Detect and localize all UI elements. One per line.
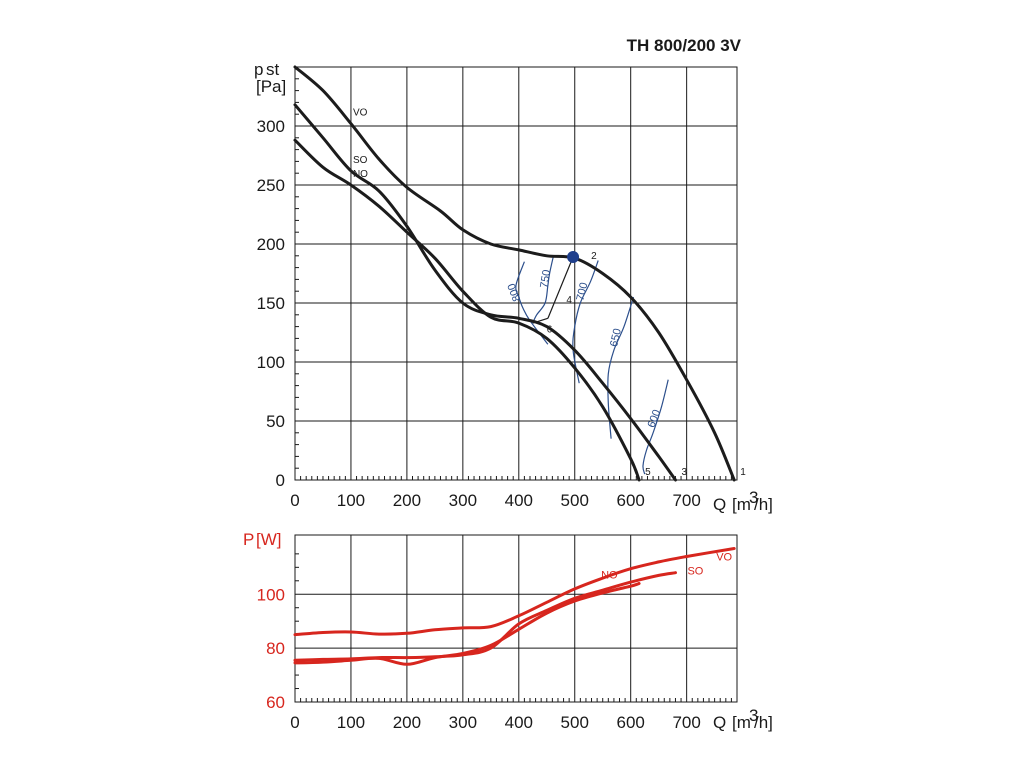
power-series-label: VO: [716, 551, 732, 563]
bottom-xunit-post: /h]: [754, 713, 773, 732]
x-tick-label: 100: [337, 713, 365, 732]
y-tick-label: 150: [257, 294, 285, 313]
y-tick-label: 250: [257, 176, 285, 195]
bottom-xunit-pre: [m: [732, 713, 751, 732]
curve-end-label: 3: [681, 467, 687, 478]
top-xunit-pre: [m: [732, 495, 751, 514]
y-tick-label: 200: [257, 235, 285, 254]
top-ylabel-main: p: [254, 60, 263, 79]
plot-frame: [294, 66, 738, 481]
curve-end-label: 5: [645, 467, 651, 478]
series-label: VO: [353, 108, 368, 119]
top-xunit-post: /h]: [754, 495, 773, 514]
iso-line-750: [532, 255, 555, 324]
series-label: SO: [353, 155, 368, 166]
point-label: 6: [547, 325, 553, 336]
iso-label: 700: [575, 281, 591, 302]
power-line-vo: [293, 547, 736, 637]
x-tick-label: 500: [561, 713, 589, 732]
x-tick-label: 200: [393, 491, 421, 510]
bottom-ylabel-unit: [W]: [256, 530, 282, 549]
x-tick-label: 300: [449, 491, 477, 510]
x-tick-label: 0: [290, 491, 299, 510]
series-line-vo: [293, 65, 736, 482]
system-line: [547, 256, 574, 319]
iso-label: 750: [538, 269, 553, 289]
iso-line-650: [607, 296, 635, 439]
series-line-no: [293, 138, 641, 482]
iso-label: 800: [506, 282, 524, 303]
top-xunit-sup: 3: [749, 488, 758, 507]
series-line-so: [293, 103, 677, 482]
bottom-xlabel: Q: [713, 713, 726, 732]
top-xlabel: Q: [713, 495, 726, 514]
y-tick-label: 50: [266, 412, 285, 431]
x-tick-label: 700: [672, 713, 700, 732]
top-ylabel-sub: st: [266, 60, 280, 79]
x-tick-label: 200: [393, 713, 421, 732]
power-series-label: SO: [687, 566, 703, 578]
y-tick-label: 100: [257, 353, 285, 372]
plot-frame: [294, 534, 738, 703]
series-label: NO: [353, 169, 368, 180]
y-tick-label: 0: [276, 471, 285, 490]
x-tick-label: 700: [672, 491, 700, 510]
y-tick-label: 100: [257, 585, 285, 604]
y-tick-label: 300: [257, 117, 285, 136]
bottom-xunit-sup: 3: [749, 706, 758, 725]
x-tick-label: 600: [617, 713, 645, 732]
pressure-chart: 0 100 200 300 400 500 600 700 0 50 100 150 200 250 300…: [257, 65, 746, 510]
power-line-no: [293, 582, 641, 666]
iso-line-700: [572, 260, 599, 384]
iso-label: 650: [608, 327, 624, 348]
x-tick-label: 600: [617, 491, 645, 510]
y-tick-label: 80: [266, 639, 285, 658]
operating-point-label: 2: [591, 251, 597, 262]
x-tick-label: 0: [290, 713, 299, 732]
power-series-label: NO: [601, 569, 618, 581]
chart-title: TH 800/200 3V: [627, 36, 742, 55]
y-tick-label: 60: [266, 693, 285, 712]
bottom-ylabel-main: P: [243, 530, 254, 549]
point-label: 4: [566, 295, 572, 306]
x-tick-label: 400: [505, 491, 533, 510]
x-tick-label: 300: [449, 713, 477, 732]
power-chart: 0 100 200 300 400 500 600 700 60 80 100 VO SO NO: [257, 534, 738, 732]
x-tick-label: 500: [561, 491, 589, 510]
x-tick-label: 400: [505, 713, 533, 732]
system-line: [532, 317, 549, 324]
top-ylabel-unit: [Pa]: [256, 77, 286, 96]
x-tick-label: 100: [337, 491, 365, 510]
curve-end-label: 1: [740, 467, 746, 478]
operating-point-marker: [567, 250, 580, 263]
